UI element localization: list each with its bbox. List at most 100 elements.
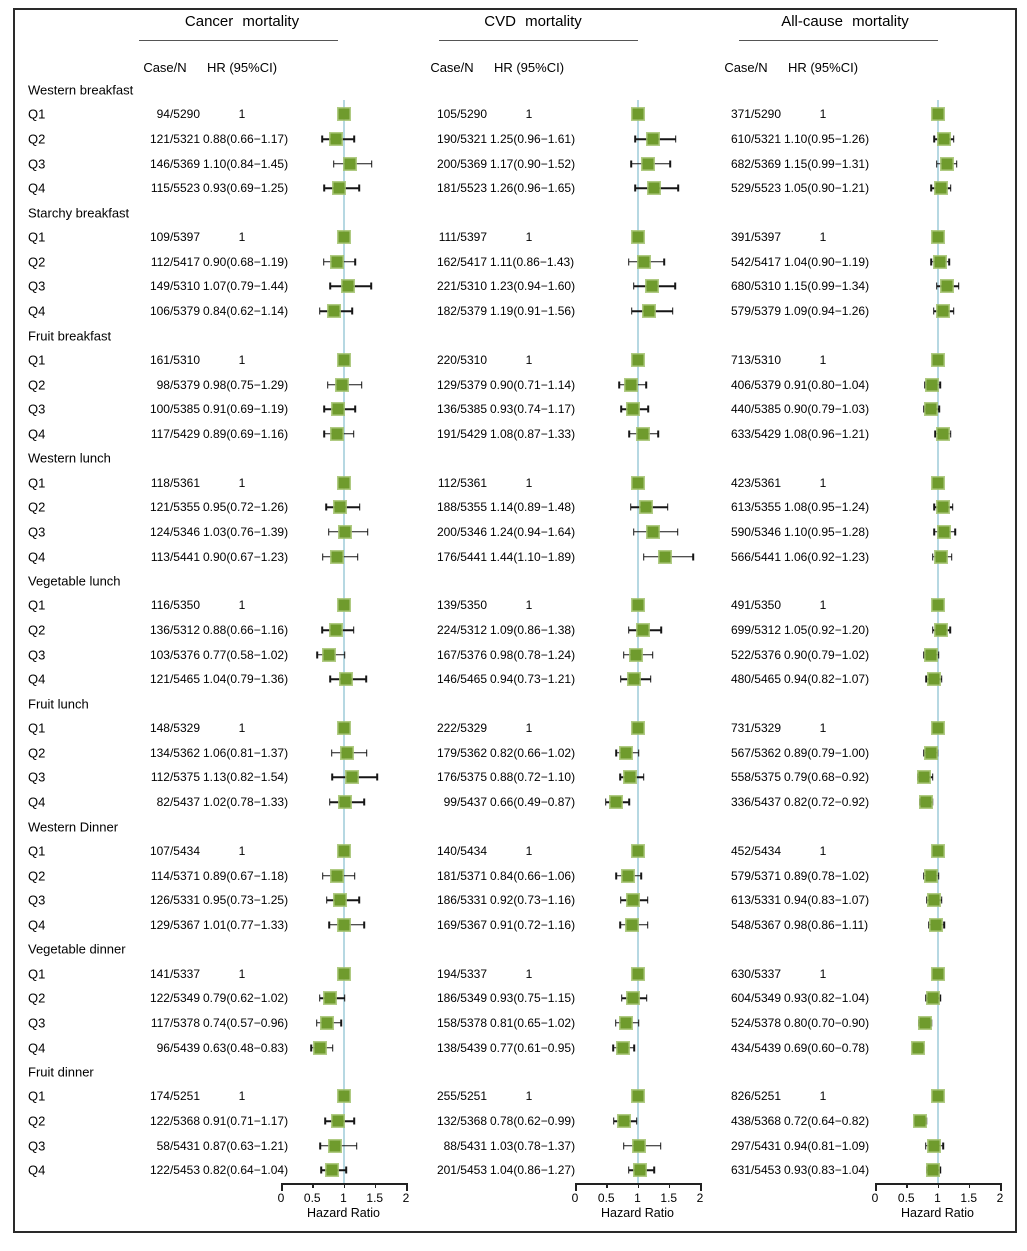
ci-cap-right — [353, 872, 356, 880]
case-n-value: 94/5290 — [156, 107, 200, 122]
forest-plot-cell — [281, 961, 406, 986]
hr-ci-value: 0.94(0.82−1.07) — [784, 672, 870, 687]
hr-marker — [634, 1164, 646, 1176]
forest-plot-cell — [281, 1035, 406, 1060]
hr-marker — [340, 673, 352, 685]
hr-ci-value: 1 — [238, 475, 246, 490]
case-n-value: 124/5346 — [149, 524, 200, 539]
hr-marker — [932, 968, 943, 980]
hr-ci-value: 1 — [525, 843, 533, 858]
ci-cap-right — [931, 798, 934, 806]
table-row: Q4 82/5437 1.02(0.78−1.33) 99/5437 0.66(0.49… — [0, 790, 1027, 815]
case-n-value: 140/5434 — [436, 843, 487, 858]
hr-ci-value: 1 — [819, 230, 827, 245]
x-axis-tick-label: 2 — [996, 1191, 1004, 1205]
hr-ci-value: 0.77(0.58−1.02) — [203, 647, 289, 662]
hr-marker — [338, 722, 349, 734]
forest-plot-cell — [281, 348, 406, 373]
title-underline — [439, 40, 638, 41]
ci-cap-right — [957, 282, 960, 290]
case-n-value: 336/5437 — [730, 795, 781, 810]
ci-cap-left — [614, 1019, 617, 1027]
quartile-label: Q1 — [28, 966, 46, 982]
hr-ci-value: 1 — [525, 721, 533, 736]
case-n-header: Case/N — [724, 60, 768, 75]
forest-plot-cell — [575, 299, 700, 324]
ci-cap-left — [328, 921, 330, 929]
ci-cap-left — [930, 184, 933, 192]
ci-cap-right — [640, 872, 643, 880]
hr-ci-value: 0.98(0.78−1.24) — [490, 647, 576, 662]
forest-plot-cell — [875, 151, 1000, 176]
case-n-value: 136/5312 — [149, 623, 200, 638]
group-row: Vegetable dinner — [0, 937, 1027, 961]
forest-plot-cell — [875, 593, 1000, 618]
ci-cap-left — [923, 749, 926, 757]
hr-ci-value: 1 — [238, 352, 246, 367]
ci-cap-left — [621, 994, 623, 1002]
hr-ci-value: 0.89(0.67−1.18) — [203, 868, 289, 883]
forest-plot-cell — [875, 102, 1000, 127]
group-row: Fruit lunch — [0, 692, 1027, 716]
case-n-value: 630/5337 — [730, 966, 781, 981]
hr-marker — [935, 551, 947, 563]
forest-plot-cell — [575, 127, 700, 152]
ci-cap-left — [323, 405, 325, 413]
hr-marker — [927, 992, 939, 1004]
hr-ci-value: 0.93(0.75−1.15) — [490, 991, 576, 1006]
hr-ci-value: 1 — [525, 598, 533, 613]
case-n-value: 567/5362 — [730, 745, 781, 760]
hr-marker — [338, 108, 349, 120]
group-label: Fruit breakfast — [28, 328, 112, 343]
case-n-value: 121/5465 — [149, 672, 200, 687]
forest-plot-cell — [875, 913, 1000, 938]
hr-ci-value: 1 — [238, 1089, 246, 1104]
hr-ci-value: 0.93(0.69−1.25) — [203, 181, 289, 196]
ci-cap-left — [627, 626, 630, 634]
table-row: Q1 161/5310 1 220/5310 1 713/5310 1 — [0, 348, 1027, 373]
hr-marker — [321, 1017, 333, 1029]
case-n-value: 99/5437 — [443, 795, 487, 810]
quartile-label: Q4 — [28, 303, 46, 319]
hr-marker — [930, 919, 942, 931]
hr-marker — [928, 894, 940, 906]
case-n-value: 590/5346 — [730, 524, 781, 539]
forest-plot-cell — [281, 667, 406, 692]
forest-plot-cell — [281, 544, 406, 569]
table-row: Q4 122/5453 0.82(0.64−1.04) 201/5453 1.04(0.… — [0, 1158, 1027, 1183]
ci-cap-left — [619, 773, 621, 781]
hr-ci-value: 1.08(0.96−1.21) — [784, 426, 870, 441]
forest-plot-cell — [281, 249, 406, 274]
group-label: Western breakfast — [28, 82, 134, 98]
quartile-label: Q2 — [28, 622, 46, 638]
forest-plot-cell — [575, 765, 700, 790]
ci-cap-left — [919, 798, 921, 806]
x-axis-tick-label: 2 — [696, 1191, 704, 1205]
forest-plot-cell — [575, 470, 700, 495]
ci-cap-right — [951, 503, 954, 511]
hr-ci-value: 0.88(0.72−1.10) — [490, 770, 576, 785]
case-n-value: 452/5434 — [730, 843, 781, 858]
table-row: Q4 106/5379 0.84(0.62−1.14) 182/5379 1.19(0.… — [0, 299, 1027, 324]
hr-ci-value: 1 — [819, 843, 827, 858]
ci-cap-left — [634, 135, 636, 143]
ci-cap-right — [677, 184, 679, 192]
table-row: Q2 112/5417 0.90(0.68−1.19) 162/5417 1.11(0.… — [0, 249, 1027, 274]
case-n-value: 548/5367 — [730, 917, 781, 932]
ci-cap-left — [327, 528, 330, 536]
ci-cap-left — [329, 282, 332, 290]
quartile-label: Q2 — [28, 745, 46, 761]
quartile-label: Q4 — [28, 426, 46, 442]
case-n-value: 129/5367 — [149, 917, 200, 932]
forest-plot-cell — [575, 986, 700, 1011]
column-title-cvd-mortality: CVD mortality — [484, 13, 582, 30]
forest-plot-cell — [281, 422, 406, 447]
case-n-value: 579/5379 — [730, 304, 781, 319]
hr-marker — [647, 526, 658, 538]
ci-cap-left — [916, 773, 919, 781]
x-axis-tick — [637, 1183, 639, 1188]
hr-marker — [336, 379, 348, 391]
ci-cap-right — [676, 528, 679, 536]
ci-cap-right — [956, 160, 958, 168]
hr-ci-value: 0.90(0.79−1.02) — [784, 647, 870, 662]
